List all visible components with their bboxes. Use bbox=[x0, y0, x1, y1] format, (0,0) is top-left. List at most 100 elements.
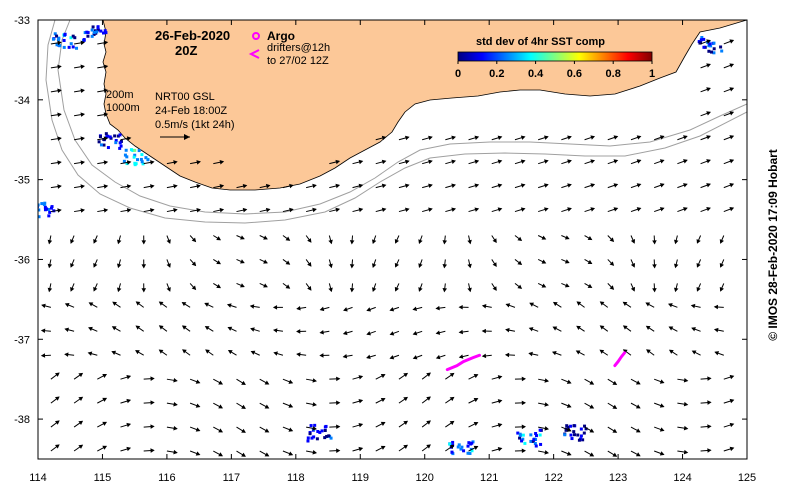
current-vector-head bbox=[521, 448, 526, 454]
scale-arrow-head bbox=[184, 134, 190, 140]
current-vector-head bbox=[135, 301, 141, 306]
current-vector-head bbox=[683, 401, 689, 407]
sst-std-pixel bbox=[43, 205, 47, 209]
current-vector-head bbox=[126, 208, 132, 213]
current-vector-head bbox=[102, 421, 108, 426]
sst-std-pixel bbox=[467, 441, 471, 445]
current-vector-head bbox=[659, 159, 665, 164]
current-vector-head bbox=[64, 302, 70, 308]
sst-std-pixel bbox=[133, 161, 137, 165]
current-vector-head bbox=[394, 238, 399, 244]
current-vector-head bbox=[371, 263, 377, 269]
current-vector-head bbox=[706, 39, 711, 44]
current-vector-head bbox=[576, 325, 581, 330]
current-vector-head bbox=[289, 183, 294, 189]
current-vector-head bbox=[47, 263, 53, 269]
current-vector-head bbox=[706, 87, 711, 92]
sst-std-pixel bbox=[106, 146, 110, 150]
sst-std-pixel bbox=[570, 437, 574, 441]
current-vector-head bbox=[520, 207, 526, 212]
current-vector-head bbox=[358, 207, 364, 213]
sst-std-pixel bbox=[308, 432, 312, 436]
current-vector-head bbox=[707, 448, 712, 453]
sst-std-pixel bbox=[577, 438, 581, 442]
current-vector-head bbox=[404, 159, 410, 165]
current-vector-head bbox=[458, 329, 463, 335]
current-vector-head bbox=[195, 379, 201, 384]
sst-std-pixel bbox=[329, 436, 333, 440]
current-vector-head bbox=[435, 354, 441, 360]
current-vector-head bbox=[319, 329, 324, 335]
sst-std-pixel bbox=[699, 38, 703, 42]
current-vector-head bbox=[544, 426, 550, 431]
sst-std-pixel bbox=[132, 155, 136, 159]
current-vector-head bbox=[567, 207, 572, 212]
current-vector-head bbox=[691, 350, 697, 355]
current-vector-head bbox=[249, 304, 255, 309]
current-vector-head bbox=[126, 136, 132, 141]
current-vector-head bbox=[288, 427, 294, 432]
sst-std-pixel bbox=[456, 445, 460, 449]
current-vector-head bbox=[312, 426, 317, 431]
current-vector-head bbox=[219, 207, 225, 213]
current-vector-head bbox=[412, 330, 418, 336]
current-vector-head bbox=[240, 235, 245, 240]
current-vector-head bbox=[729, 422, 735, 428]
sst-std-pixel bbox=[96, 28, 100, 32]
current-vector-head bbox=[226, 303, 232, 308]
current-vector-head bbox=[358, 375, 364, 380]
sst-std-pixel bbox=[532, 438, 536, 442]
current-vector-head bbox=[659, 183, 665, 188]
current-vector-head bbox=[683, 425, 689, 431]
current-vector-head bbox=[57, 160, 62, 165]
current-vector-head bbox=[93, 262, 98, 268]
colorbar-ticks: 0 0.2 0.4 0.6 0.8 1 bbox=[455, 61, 655, 80]
current-vector-head bbox=[380, 397, 386, 403]
current-vector-head bbox=[504, 352, 510, 358]
current-vector-head bbox=[635, 380, 641, 385]
current-vector-head bbox=[683, 183, 688, 188]
current-vector-head bbox=[57, 40, 62, 46]
sst-std-pixel bbox=[572, 424, 576, 428]
current-vector-head bbox=[683, 449, 689, 455]
sst-std-pixel bbox=[129, 148, 133, 152]
sst-std-pixel bbox=[92, 30, 96, 34]
sst-std-pixel bbox=[33, 214, 36, 217]
current-vector-head bbox=[622, 349, 628, 354]
current-vector-head bbox=[668, 303, 673, 308]
current-vector-head bbox=[497, 159, 503, 164]
current-vector-head bbox=[609, 285, 615, 290]
current-vector-head bbox=[707, 400, 712, 405]
sst-std-pixel bbox=[707, 49, 711, 53]
current-vector-head bbox=[196, 184, 201, 189]
current-vector-head bbox=[403, 372, 409, 378]
sst-std-pixel bbox=[563, 433, 567, 437]
current-vector-head bbox=[218, 404, 224, 409]
current-vector-head bbox=[564, 283, 570, 288]
current-vector-head bbox=[389, 355, 395, 360]
sst-std-pixel bbox=[71, 45, 75, 49]
sst-std-pixel bbox=[451, 440, 455, 444]
current-vector-head bbox=[404, 207, 410, 212]
current-vector-head bbox=[87, 351, 93, 356]
current-vector-head bbox=[205, 349, 210, 354]
sst-std-pixel bbox=[38, 208, 41, 212]
current-vector-head bbox=[380, 445, 386, 450]
current-vector-head bbox=[451, 135, 456, 141]
current-vector-head bbox=[714, 351, 720, 356]
x-tick-label: 119 bbox=[351, 472, 369, 484]
sst-std-pixel bbox=[141, 162, 145, 166]
sst-std-pixel bbox=[140, 153, 144, 157]
x-tick-label: 121 bbox=[480, 472, 498, 484]
sst-std-pixel bbox=[29, 207, 32, 210]
current-vector-head bbox=[719, 286, 724, 292]
drifter-tracks bbox=[445, 351, 627, 372]
current-vector-head bbox=[191, 237, 197, 243]
sst-std-pixel bbox=[83, 31, 87, 35]
current-vector-head bbox=[587, 235, 593, 241]
y-tick-label: -35 bbox=[14, 175, 30, 187]
current-vector-head bbox=[40, 353, 46, 358]
current-vector-head bbox=[54, 420, 60, 425]
sst-std-pixel bbox=[320, 429, 324, 433]
sst-std-pixel bbox=[51, 37, 55, 41]
